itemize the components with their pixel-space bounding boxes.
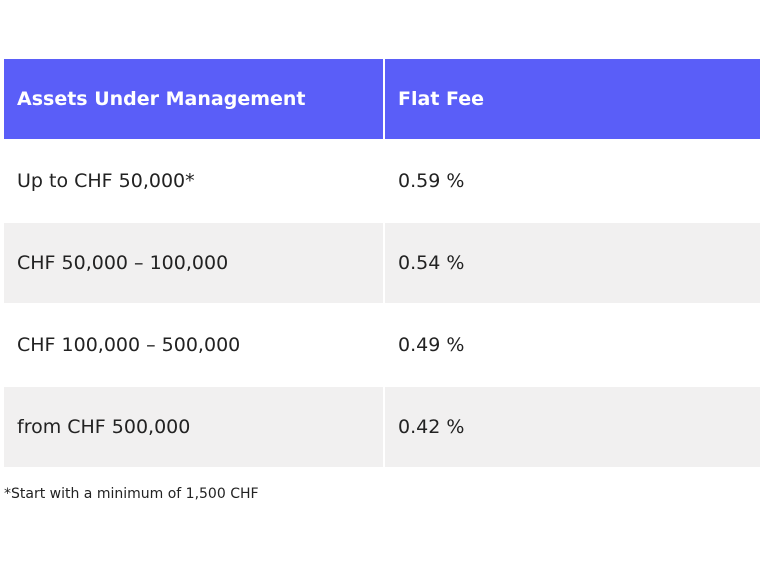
table-cell: 0.49 %	[385, 305, 760, 385]
header-row: Assets Under Management Flat Fee	[4, 59, 760, 139]
fee-table: Assets Under Management Flat Fee Up to C…	[2, 57, 762, 469]
table-cell: 0.54 %	[385, 223, 760, 303]
table-row: CHF 50,000 – 100,000 0.54 %	[4, 223, 760, 303]
table-cell: from CHF 500,000	[4, 387, 383, 467]
table-cell: 0.42 %	[385, 387, 760, 467]
header-cell: Assets Under Management	[4, 59, 383, 139]
table-row: from CHF 500,000 0.42 %	[4, 387, 760, 467]
footnote: *Start with a minimum of 1,500 CHF	[4, 486, 259, 502]
table-cell: CHF 50,000 – 100,000	[4, 223, 383, 303]
header-cell: Flat Fee	[385, 59, 760, 139]
table-cell: Up to CHF 50,000*	[4, 141, 383, 221]
table-row: Up to CHF 50,000* 0.59 %	[4, 141, 760, 221]
table-cell: CHF 100,000 – 500,000	[4, 305, 383, 385]
table-row: CHF 100,000 – 500,000 0.49 %	[4, 305, 760, 385]
table-cell: 0.59 %	[385, 141, 760, 221]
table-body: Up to CHF 50,000* 0.59 % CHF 50,000 – 100,…	[4, 141, 760, 467]
